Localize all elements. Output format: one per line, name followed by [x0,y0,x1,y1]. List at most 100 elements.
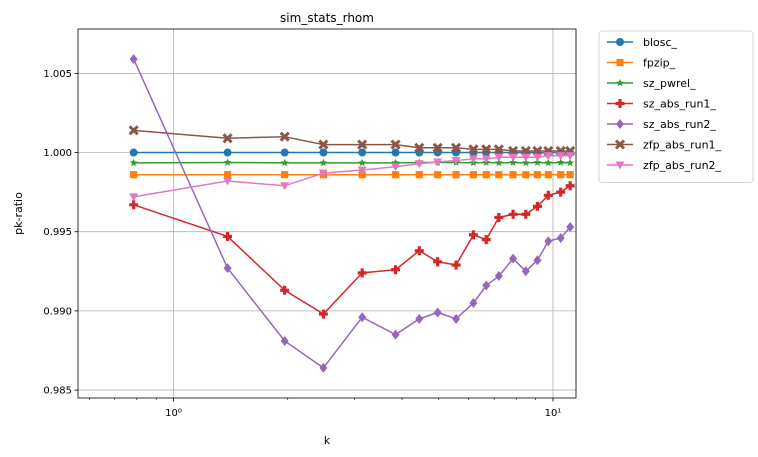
data-point [223,231,233,241]
data-point [532,201,542,211]
gridlines [78,29,576,398]
data-point [223,158,232,166]
data-point [318,139,329,150]
data-point [556,158,565,166]
legend-marker [616,78,624,87]
legend-item: zfp_abs_run1_ [607,139,722,152]
data-point [544,236,553,247]
legend-item: fpzip_ [607,57,676,70]
series-line [133,129,571,152]
data-point [495,171,503,179]
legend-item: zfp_abs_run2_ [607,159,722,172]
data-point [468,144,479,155]
data-point [451,142,462,153]
data-point [557,171,565,179]
data-point [482,280,491,291]
data-point [432,142,443,153]
data-point [544,171,552,179]
data-point [469,297,478,308]
data-point [494,271,503,282]
data-point [129,54,138,65]
data-point [468,155,478,164]
data-point [415,171,423,179]
series-layer [128,54,576,373]
series-zfp-abs-run2 [129,152,575,202]
data-point [533,255,542,266]
data-point [556,233,565,244]
data-point [452,171,460,179]
series-fpzip [130,171,574,179]
data-point [433,257,443,267]
data-point [129,200,139,210]
data-point [280,182,290,191]
data-point [318,169,328,178]
data-point [279,131,290,142]
data-point [565,152,575,161]
data-point [391,158,400,167]
data-point [520,145,531,157]
legend-marker [616,38,624,46]
data-point [130,171,138,179]
data-point [223,177,233,186]
legend-label: zfp_abs_run2_ [643,159,722,172]
data-point [521,158,530,167]
legend: blosc_ fpzip_ sz_pwrel_ sz_abs_run1_ sz_abs_… [598,30,754,183]
data-point [532,145,543,157]
legend-marker [614,139,626,150]
legend-label: blosc_ [643,36,678,49]
data-point [414,142,425,153]
data-point [556,187,566,197]
data-point [493,144,504,155]
legend-label: fpzip_ [643,57,676,70]
data-point [358,312,367,323]
data-point [391,265,401,275]
data-point [522,171,530,179]
data-point [543,152,553,161]
legend-item: sz_abs_run1_ [607,98,716,111]
data-point [391,163,401,172]
y-tick-label: 1.000 [43,148,72,159]
data-point [391,148,400,157]
data-point [521,153,531,162]
data-point [566,171,574,179]
data-point [358,148,367,157]
data-point [128,125,139,136]
data-point [481,144,492,155]
plot-area-frame [77,28,577,399]
data-point [391,329,400,340]
data-point [280,285,290,295]
data-point [358,158,367,167]
series-sz-pwrel [129,158,575,167]
series-zfp-abs-run1 [128,125,576,157]
data-point [433,158,443,167]
data-point [566,158,575,167]
legend-item: sz_pwrel_ [607,77,696,90]
legend-marker [616,58,624,67]
legend-item: sz_abs_run2_ [607,118,716,131]
data-point [481,155,491,164]
data-point [521,209,531,219]
data-point [129,193,139,202]
data-point [482,171,490,179]
y-tick-label: 0.995 [43,227,72,238]
legend-label: sz_pwrel_ [643,77,696,90]
data-point [533,171,542,179]
data-point [223,171,232,179]
data-point [318,309,328,319]
data-point [434,171,442,179]
data-point [494,158,503,167]
data-point [481,235,491,245]
data-point [451,156,461,165]
data-point [494,212,504,222]
y-tick-label: 1.005 [43,69,72,80]
legend-box [598,30,754,183]
data-point [222,133,233,144]
data-point [452,313,461,324]
series-line [132,58,571,369]
data-point [533,158,542,166]
legend-item: blosc_ [607,36,678,49]
data-point [319,362,328,373]
legend-marker [615,99,625,108]
data-point [565,181,575,191]
